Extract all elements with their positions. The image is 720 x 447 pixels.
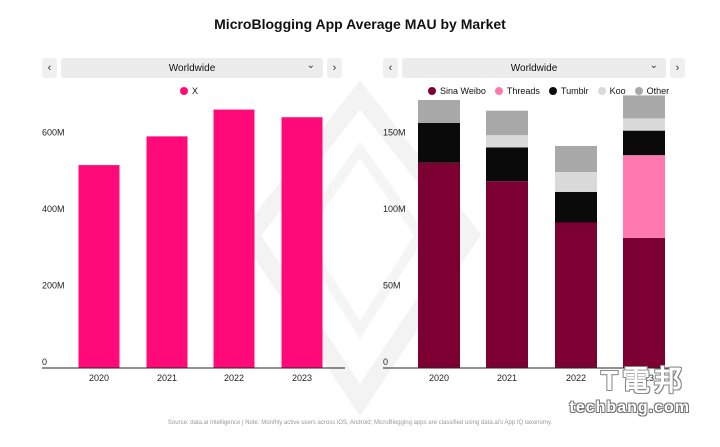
right-market-value: Worldwide	[510, 62, 558, 74]
bar-sina-weibo-2022	[555, 222, 597, 368]
x-tick-label: 2022	[224, 373, 244, 383]
x-tick-label: 2021	[497, 373, 517, 383]
legend-swatch	[494, 87, 503, 95]
bar-x-2023	[281, 117, 323, 368]
legend-label: Threads	[506, 86, 540, 96]
bar-x-2022	[213, 109, 255, 369]
bar-tumblr-2020	[418, 122, 460, 163]
bar-koo-2022	[555, 171, 597, 192]
bar-koo-2021	[486, 135, 528, 148]
legend-label: Tumblr	[560, 86, 589, 96]
right-legend: Sina Weibo Threads Tumblr Koo Other	[428, 86, 678, 96]
legend-label: X	[192, 86, 199, 96]
legend-item-tumblr[interactable]: Tumblr	[548, 86, 589, 96]
bar-sina-weibo-2023	[623, 237, 665, 368]
y-tick-label: 150M	[383, 127, 406, 137]
legend-swatch	[428, 87, 436, 95]
legend-label: Koo	[609, 86, 626, 96]
right-prev-button[interactable]: ‹	[383, 58, 398, 78]
y-tick-label: 400M	[42, 204, 65, 214]
bar-sina-weibo-2021	[486, 181, 528, 368]
y-tick-label: 50M	[383, 280, 401, 290]
x-tick-label: 2020	[429, 373, 449, 383]
right-next-button[interactable]: ›	[670, 58, 685, 78]
x-tick-label: 2023	[634, 373, 654, 383]
bar-tumblr-2023	[623, 130, 665, 156]
legend-item-sina-weibo[interactable]: Sina Weibo	[428, 86, 486, 96]
legend-swatch	[634, 87, 643, 95]
bar-tumblr-2022	[555, 191, 597, 223]
bar-other-2020	[418, 100, 460, 123]
x-tick-label: 2023	[292, 373, 312, 383]
legend-item-other[interactable]: Other	[634, 86, 670, 96]
y-tick-label: 0	[383, 357, 388, 367]
y-tick-label: 0	[42, 357, 47, 367]
watermark-text: techbang.com	[569, 399, 690, 416]
bar-other-2022	[555, 145, 597, 172]
bar-x-2021	[146, 136, 188, 368]
bar-x-2020	[78, 165, 120, 368]
left-market-dropdown[interactable]: Worldwide ⌄	[61, 58, 323, 78]
bar-koo-2023	[623, 118, 665, 131]
bar-sina-weibo-2020	[418, 162, 460, 368]
x-tick-label: 2021	[157, 373, 177, 383]
source-note: Source: data.ai Intelligence | Note: Mon…	[167, 420, 553, 426]
left-market-selector: ‹ Worldwide ⌄ ›	[42, 58, 342, 78]
watermark: T電邦 techbang.com	[536, 365, 706, 439]
legend-item-x[interactable]: X	[180, 86, 198, 96]
left-market-value: Worldwide	[168, 62, 216, 74]
y-tick-label: 100M	[383, 204, 406, 214]
right-market-selector: ‹ Worldwide ⌄ ›	[383, 58, 685, 78]
x-tick-label: 2020	[89, 373, 109, 383]
y-tick-label: 600M	[42, 127, 65, 137]
left-legend: X	[180, 86, 207, 96]
right-market-dropdown[interactable]: Worldwide ⌄	[402, 58, 666, 78]
bar-threads-2023	[623, 155, 665, 238]
legend-item-threads[interactable]: Threads	[494, 86, 540, 96]
legend-label: Sina Weibo	[440, 86, 486, 96]
legend-item-koo[interactable]: Koo	[597, 86, 626, 96]
x-tick-label: 2022	[566, 373, 586, 383]
chart-title: MicroBlogging App Average MAU by Market	[214, 16, 506, 32]
legend-swatch	[597, 87, 606, 95]
legend-swatch	[180, 87, 188, 95]
y-tick-label: 200M	[42, 280, 65, 290]
bar-other-2023	[623, 95, 665, 119]
bar-other-2021	[486, 110, 528, 136]
legend-swatch	[548, 87, 557, 95]
chevron-down-icon: ⌄	[306, 60, 315, 71]
legend-label: Other	[646, 86, 670, 96]
watermark-logo-glyphs: T電邦	[600, 365, 686, 396]
bar-tumblr-2021	[486, 147, 528, 182]
left-prev-button[interactable]: ‹	[42, 58, 57, 78]
chevron-down-icon: ⌄	[649, 60, 658, 71]
left-next-button[interactable]: ›	[327, 58, 342, 78]
